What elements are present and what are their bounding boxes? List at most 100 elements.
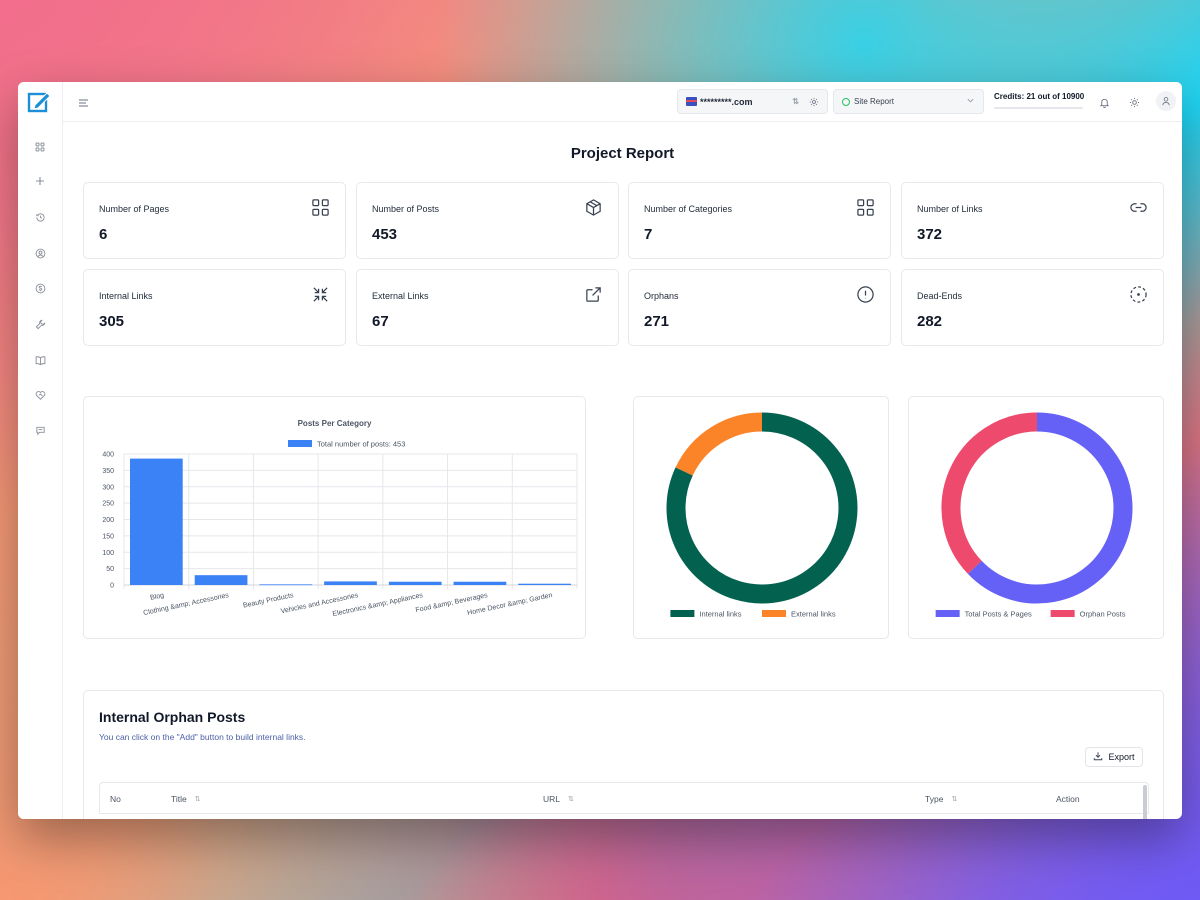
y-tick-label: 200 [102,517,114,524]
column-label: No [110,794,121,804]
stat-label: Number of Links [917,204,983,214]
domain-select[interactable]: *********.com ⇅ [677,89,828,114]
stat-label: Number of Pages [99,204,170,214]
site-favicon [686,97,697,106]
chevron-updown-icon: ⇅ [792,97,799,106]
stat-label: Orphans [644,291,679,301]
bar [130,458,183,585]
menu-toggle-icon[interactable] [78,96,90,108]
heart-handshake-icon[interactable] [32,387,48,403]
bar [194,575,248,585]
report-select[interactable]: Site Report [833,89,984,114]
donut-slice [666,412,858,604]
stat-card-posts: Number of Posts 453 [356,182,619,259]
stat-label: Number of Categories [644,204,733,214]
column-label: URL [543,794,561,804]
posts-per-category-chart-card: Posts Per Category Total number of posts… [83,396,586,639]
stat-value: 6 [99,226,108,243]
stat-value: 453 [372,226,398,243]
legend-swatch [670,610,695,617]
dashboard-icon[interactable] [32,139,48,155]
column-header-no: No [110,794,121,804]
legend-label: Total Posts & Pages [965,610,1032,619]
orphans-donut-chart: Total Posts & Pages Orphan Posts [935,412,1133,619]
dashed-circle-icon [1129,285,1148,304]
plus-icon[interactable] [32,173,48,189]
donut-slice [941,412,1038,574]
table-scrollbar[interactable] [1143,785,1147,819]
download-icon [1093,751,1103,763]
y-tick-label: 250 [102,501,114,508]
links-donut-chart: Internal links External links [666,412,858,619]
credits-text: Credits: 21 out of 10900 [994,92,1085,101]
stat-value: 305 [99,313,125,330]
legend-swatch [762,610,786,617]
y-tick-label: 100 [102,550,114,557]
report-select-value: Site Report [854,97,895,106]
export-button[interactable]: Export [1085,747,1143,767]
column-label: Title [171,794,187,804]
y-tick-label: 350 [102,468,114,475]
domain-select-value: *********.com [700,96,753,107]
bar [324,581,377,585]
x-tick-label: Blog [150,592,165,602]
bar [453,581,507,585]
legend-swatch [1050,610,1075,617]
cube-icon [584,198,603,217]
dollar-icon[interactable] [32,280,48,296]
stat-label: External Links [372,291,429,301]
page-title: Project Report [570,145,675,162]
stat-label: Number of Posts [372,204,440,214]
alert-circle-icon [856,285,875,304]
column-label: Action [1056,794,1080,804]
bell-icon[interactable] [1099,95,1111,108]
main-content: Project Report Number of Pages 6 Number … [63,122,1182,819]
sort-icon[interactable]: ⇅ [951,796,958,803]
app-logo[interactable] [27,90,51,114]
link-icon [1129,198,1148,217]
gear-icon[interactable] [809,97,819,107]
credits-progress-bar [994,107,1083,109]
column-header-title[interactable]: Title ⇅ [171,794,201,804]
table-header: No Title ⇅ URL ⇅ Type ⇅ Action [99,782,1149,819]
sort-icon[interactable]: ⇅ [568,796,574,803]
donut-slice [675,412,763,476]
history-icon[interactable] [32,209,48,225]
book-icon[interactable] [32,352,48,368]
section-subtitle: You can click on the "Add" button to bui… [99,732,306,742]
user-avatar-icon[interactable] [1156,91,1176,111]
report-status-icon [842,97,850,106]
topbar: *********.com ⇅ Site Report Credits: 21 … [63,82,1182,122]
grid-icon [311,198,330,217]
export-label: Export [1108,752,1135,762]
stat-card-internal-links: Internal Links 305 [83,269,346,346]
stat-label: Dead-Ends [917,291,963,301]
user-circle-icon[interactable] [32,245,48,261]
chat-icon[interactable] [32,422,48,438]
y-tick-label: 300 [102,484,114,491]
column-label: Type [925,794,944,804]
y-tick-label: 0 [110,583,114,590]
y-tick-label: 150 [102,533,114,540]
chart-title: Posts Per Category [297,419,372,428]
links-donut-card: Internal links External links [633,396,889,639]
external-link-icon [584,285,603,304]
section-title: Internal Orphan Posts [99,709,246,725]
legend-label: External links [791,610,836,619]
column-header-type[interactable]: Type ⇅ [925,794,957,804]
stat-card-categories: Number of Categories 7 [628,182,891,259]
stat-value: 7 [644,226,653,243]
bar [388,581,442,585]
bar-chart: Total number of posts: 453 0 50 100 150 200 25… [102,440,578,618]
stat-value: 372 [917,226,943,243]
legend-label: Internal links [699,610,741,619]
y-tick-label: 400 [102,452,114,459]
stat-card-orphans: Orphans 271 [628,269,891,346]
sun-icon[interactable] [1129,95,1141,108]
legend-swatch [288,440,312,447]
stat-value: 67 [372,313,389,330]
wrench-icon[interactable] [32,316,48,332]
column-header-url[interactable]: URL ⇅ [543,794,574,804]
sort-icon[interactable]: ⇅ [194,796,201,803]
sidebar [18,82,63,819]
